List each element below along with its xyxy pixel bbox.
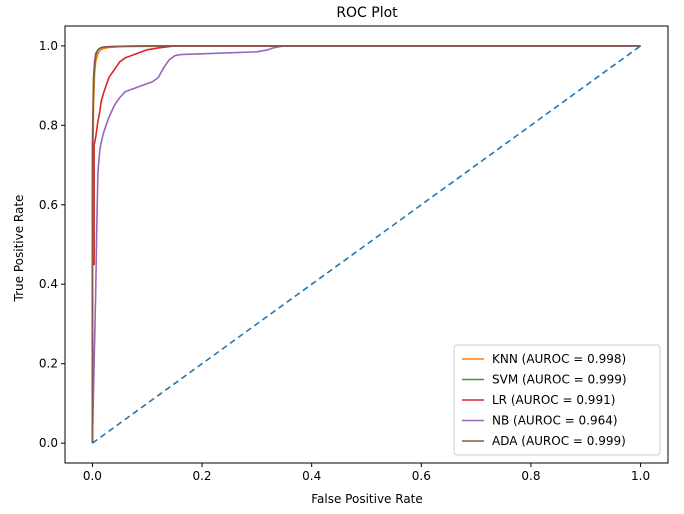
legend-label: ADA (AUROC = 0.999) — [492, 434, 626, 448]
x-tick-label: 0.2 — [192, 469, 211, 483]
y-axis-label: True Positive Rate — [12, 195, 26, 303]
series-line-lr — [91, 45, 641, 444]
legend-label: SVM (AUROC = 0.999) — [492, 373, 627, 387]
legend-label: NB (AUROC = 0.964) — [492, 414, 618, 428]
x-axis-label: False Positive Rate — [311, 492, 423, 506]
y-tick-label: 0.6 — [39, 198, 58, 212]
x-tick-label: 0.8 — [521, 469, 540, 483]
series-line-nb — [91, 45, 641, 444]
axes-frame — [64, 25, 669, 464]
reference-diagonal-line — [91, 45, 642, 444]
chart-title: ROC Plot — [336, 5, 398, 21]
x-tick-label: 1.0 — [631, 469, 650, 483]
y-tick-label: 0.2 — [39, 357, 58, 371]
x-tick-label: 0.4 — [302, 469, 321, 483]
y-tick-label: 0.8 — [39, 118, 58, 132]
legend-label: LR (AUROC = 0.991) — [492, 393, 615, 407]
plot-area: 0.0 0.2 0.4 0.6 0.8 1.0 0.0 0.2 0.4 0.6 0.8 1.0 — [39, 39, 650, 483]
x-tick-label: 0.0 — [83, 469, 102, 483]
y-tick-label: 0.4 — [39, 277, 58, 291]
y-tick-label: 0.0 — [39, 436, 58, 450]
y-tick-label: 1.0 — [39, 39, 58, 53]
legend-box — [453, 344, 661, 456]
legend: KNN (AUROC = 0.998) SVM (AUROC = 0.999) LR… — [453, 344, 661, 456]
x-tick-label: 0.6 — [412, 469, 431, 483]
series-line-ada — [91, 45, 641, 444]
legend-label: KNN (AUROC = 0.998) — [492, 352, 626, 366]
